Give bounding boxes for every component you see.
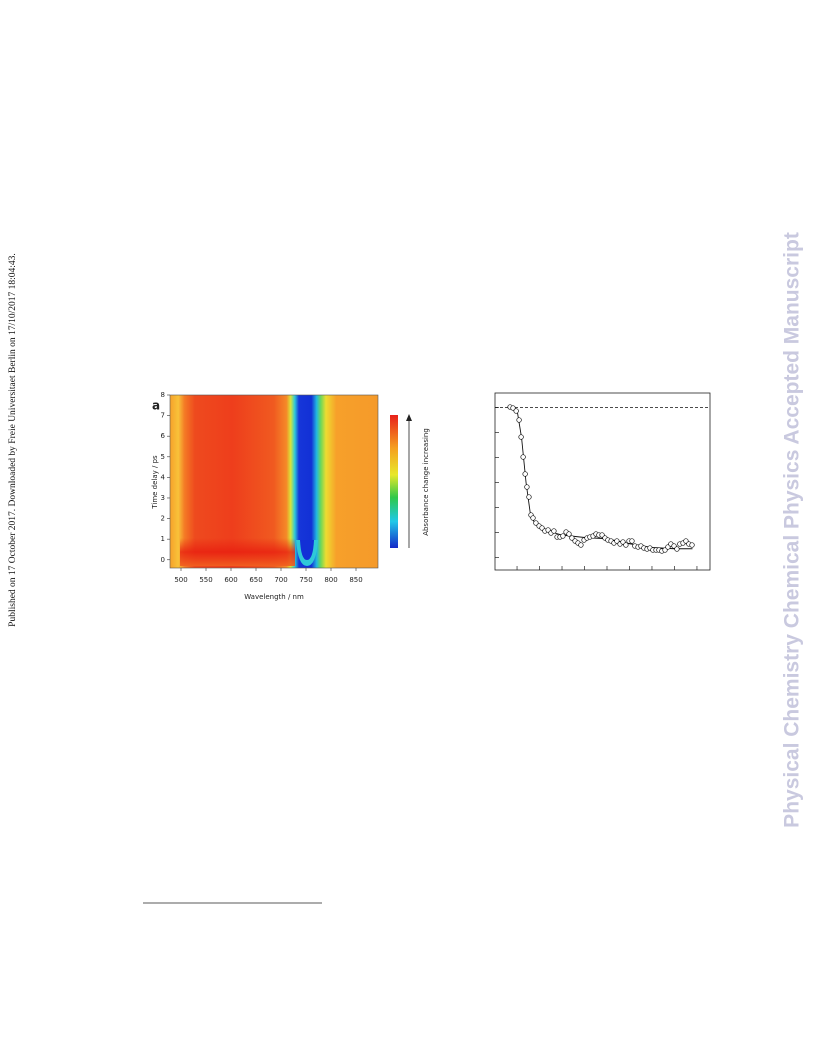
heatmap-band — [180, 538, 295, 566]
y-tick-label: 7 — [161, 412, 165, 420]
x-tick-label: 650 — [249, 576, 262, 584]
x-tick-label: 500 — [174, 576, 187, 584]
x-tick-label: 700 — [274, 576, 287, 584]
data-point — [689, 542, 695, 548]
colorbar-label: Absorbance change increasing — [422, 428, 430, 536]
data-point — [520, 454, 526, 460]
x-axis-title: Wavelength / nm — [244, 593, 304, 601]
data-point — [674, 546, 680, 552]
x-tick-label: 600 — [224, 576, 237, 584]
data-point — [533, 520, 539, 526]
y-tick-label: 6 — [161, 432, 166, 440]
data-point — [530, 515, 536, 521]
data-point — [518, 434, 524, 440]
x-tick-label: 800 — [324, 576, 337, 584]
panel-label: a — [152, 399, 160, 413]
data-point — [623, 542, 629, 548]
colorbar — [390, 415, 398, 548]
data-point — [524, 484, 530, 490]
side-note: Published on 17 October 2017. Downloaded… — [8, 253, 18, 627]
x-tick-label: 550 — [199, 576, 212, 584]
data-point — [551, 528, 557, 534]
y-tick-label: 3 — [161, 494, 165, 502]
y-axis-title: Time delay / ps — [151, 455, 159, 510]
data-point — [522, 471, 528, 477]
y-tick-label: 8 — [161, 391, 165, 399]
y-tick-label: 4 — [161, 473, 166, 481]
data-point — [614, 538, 620, 544]
y-tick-label: 5 — [161, 453, 165, 461]
data-point — [629, 538, 635, 544]
data-point — [516, 417, 522, 423]
data-point — [569, 535, 575, 541]
data-point — [578, 542, 584, 548]
x-tick-label: 750 — [299, 576, 312, 584]
y-tick-label: 2 — [161, 515, 165, 523]
watermark: Physical Chemistry Chemical Physics Acce… — [781, 232, 804, 828]
x-tick-label: 850 — [349, 576, 362, 584]
y-tick-label: 1 — [161, 535, 165, 543]
heatmap-panel — [169, 394, 379, 569]
data-point — [566, 531, 572, 537]
data-point — [560, 533, 566, 539]
y-tick-label: 0 — [161, 556, 165, 564]
data-point — [526, 494, 532, 500]
heatmap-feature — [300, 540, 314, 560]
arrow-head — [406, 414, 412, 421]
plot-frame — [169, 394, 379, 569]
data-point — [510, 405, 516, 411]
plot-frame — [494, 392, 711, 571]
data-point — [513, 408, 519, 414]
